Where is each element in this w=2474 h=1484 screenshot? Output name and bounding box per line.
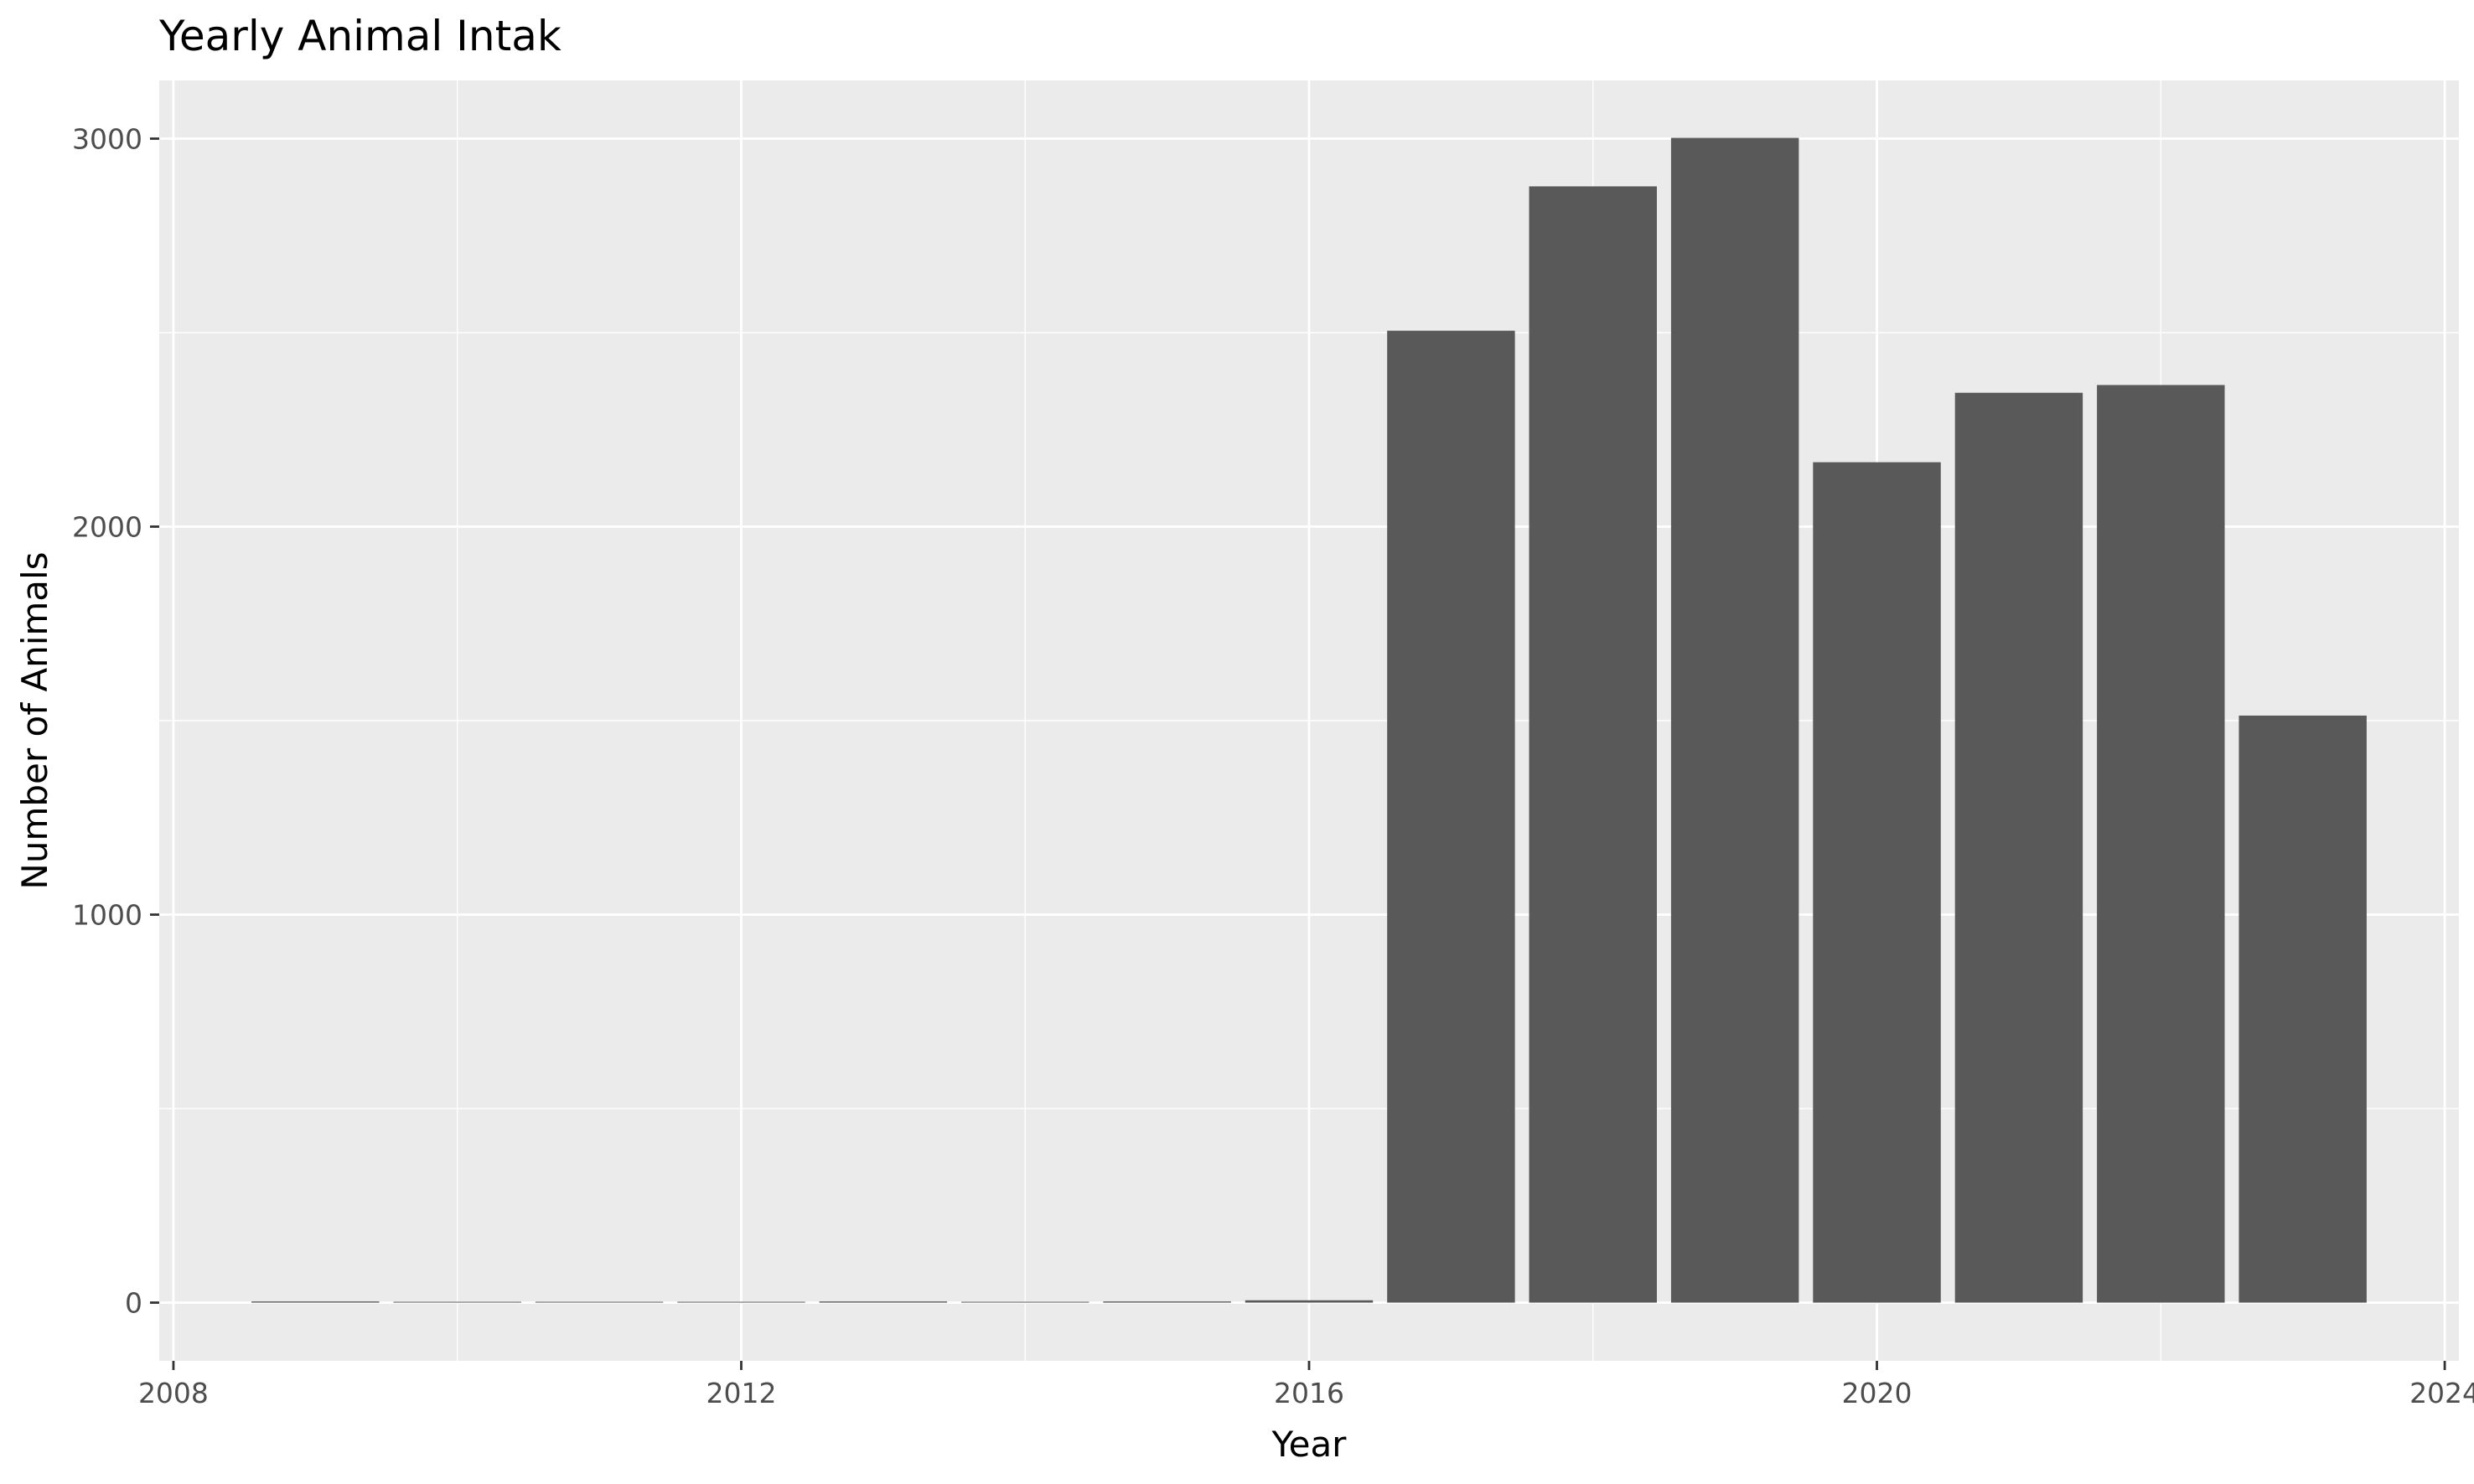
bar-2012 — [677, 1301, 805, 1303]
bar-2013 — [819, 1301, 948, 1303]
axis-ticks — [150, 137, 2446, 1370]
y-tick-labels: 0 1000 2000 3000 — [72, 122, 142, 1319]
bar-2021 — [1954, 392, 2083, 1303]
x-tick-label: 2024 — [2409, 1377, 2474, 1409]
bar-2014 — [961, 1301, 1089, 1303]
y-tick-label: 1000 — [72, 899, 142, 932]
x-tick-label: 2012 — [706, 1377, 776, 1409]
bar-2017 — [1387, 330, 1515, 1303]
x-tick-label: 2008 — [138, 1377, 209, 1409]
bar-2016 — [1245, 1300, 1374, 1303]
bar-2023 — [2239, 715, 2367, 1303]
x-tick-labels: 2008 2012 2016 2020 2024 — [138, 1377, 2474, 1409]
bars — [251, 137, 2367, 1303]
bar-2009 — [251, 1301, 380, 1303]
x-axis-title: Year — [1271, 1424, 1348, 1465]
bar-2022 — [2097, 385, 2225, 1303]
y-tick-label: 3000 — [72, 122, 142, 155]
bar-2019 — [1670, 137, 1799, 1303]
bar-2018 — [1529, 186, 1657, 1303]
bar-2010 — [393, 1301, 521, 1303]
x-tick-label: 2016 — [1274, 1377, 1344, 1409]
y-axis-title: Number of Animals — [14, 551, 55, 889]
bar-2020 — [1813, 462, 1941, 1303]
bar-2011 — [535, 1301, 664, 1303]
y-tick-label: 0 — [125, 1287, 142, 1320]
bar-2015 — [1103, 1301, 1231, 1303]
chart-title: Yearly Animal Intak — [158, 12, 562, 60]
y-tick-label: 2000 — [72, 510, 142, 543]
x-tick-label: 2020 — [1842, 1377, 1912, 1409]
